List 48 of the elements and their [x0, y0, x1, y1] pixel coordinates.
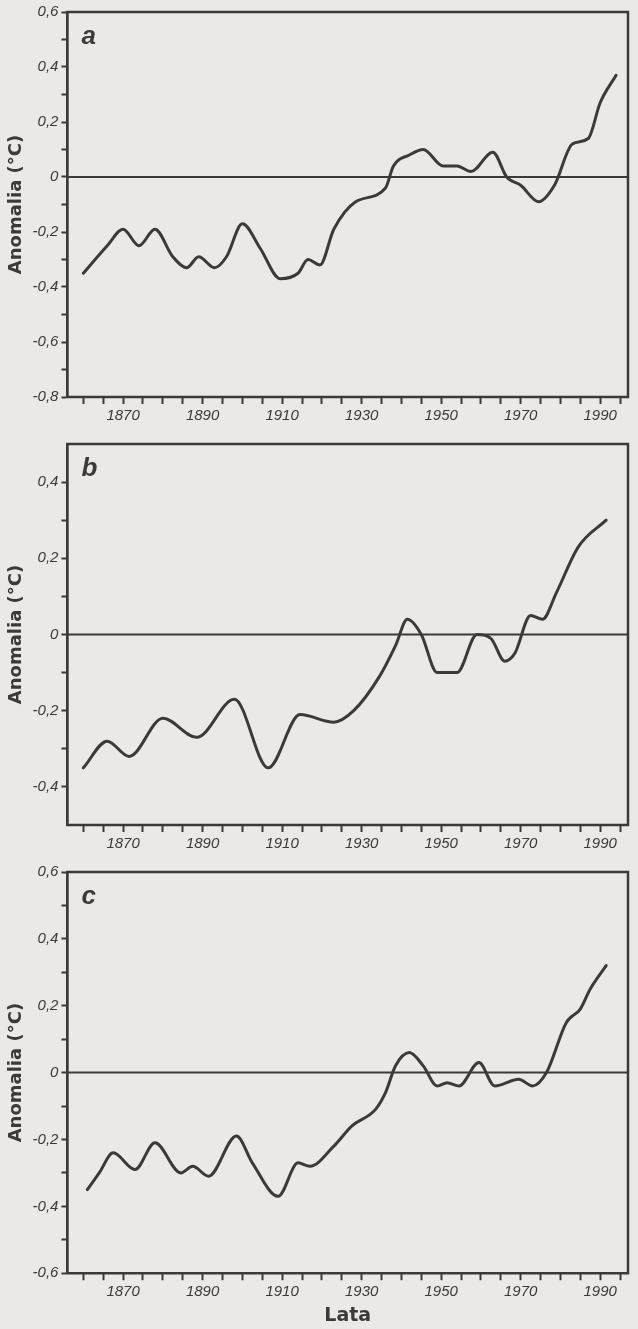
x-tick-label: 1910	[265, 834, 300, 852]
x-tick-label: 1950	[424, 1282, 459, 1300]
x-tick-label: 1930	[344, 406, 379, 424]
y-axis-title: Anomalia (°C)	[4, 1002, 26, 1143]
y-tick-label: 0	[50, 167, 60, 185]
y-tick-label: -0,6	[32, 1263, 60, 1281]
x-tick-label: 1990	[583, 406, 618, 424]
x-tick-label: 1930	[344, 834, 379, 852]
x-tick-label: 1990	[583, 1282, 618, 1300]
chart-title: b	[81, 452, 98, 483]
y-axis-title: Anomalia (°C)	[4, 564, 26, 705]
x-axis-title: Lata	[324, 1302, 372, 1325]
y-tick-label: 0,4	[37, 929, 59, 947]
y-tick-label: 0,6	[37, 862, 60, 880]
chart-title: c	[81, 880, 97, 911]
x-tick-label: 1990	[583, 834, 618, 852]
y-tick-label: -0,4	[32, 1196, 59, 1214]
x-tick-label: 1910	[265, 1282, 300, 1300]
x-tick-label: 1970	[503, 834, 538, 852]
x-tick-label: 1870	[106, 406, 141, 424]
y-tick-label: 0,4	[37, 57, 59, 75]
x-tick-label: 1870	[106, 1282, 141, 1300]
x-tick-label: 1970	[503, 406, 538, 424]
y-tick-label: -0,4	[32, 777, 59, 795]
y-tick-label: -0,2	[32, 222, 60, 240]
y-tick-label: -0,2	[32, 1129, 60, 1147]
x-tick-label: 1890	[185, 834, 220, 852]
x-tick-label: 1890	[185, 406, 220, 424]
y-tick-label: -0,6	[32, 332, 60, 350]
x-tick-label: 1950	[424, 406, 459, 424]
x-tick-label: 1890	[185, 1282, 220, 1300]
y-tick-label: 0	[50, 1062, 60, 1080]
y-tick-label: 0,2	[37, 548, 60, 566]
y-tick-label: 0,6	[37, 2, 60, 20]
x-tick-label: 1930	[344, 1282, 379, 1300]
x-tick-label: 1970	[503, 1282, 538, 1300]
chart-title: a	[81, 20, 96, 51]
y-axis-title: Anomalia (°C)	[4, 134, 26, 275]
x-tick-label: 1950	[424, 834, 459, 852]
y-tick-label: -0,2	[32, 700, 60, 718]
y-tick-label: -0,4	[32, 277, 59, 295]
x-tick-label: 1910	[265, 406, 300, 424]
y-tick-label: 0	[50, 624, 60, 642]
y-tick-label: 0,2	[37, 995, 60, 1013]
y-tick-label: -0,8	[32, 387, 60, 405]
x-tick-label: 1870	[106, 834, 141, 852]
y-tick-label: 0,4	[37, 472, 59, 490]
y-tick-label: 0,2	[37, 112, 60, 130]
